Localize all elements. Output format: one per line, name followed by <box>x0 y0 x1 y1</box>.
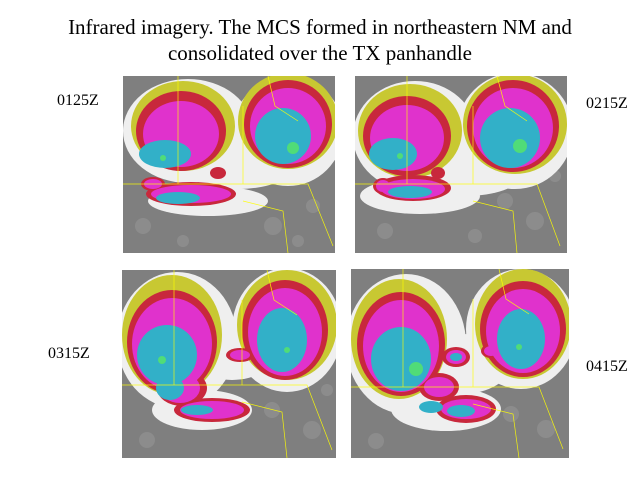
satellite-image-0315z <box>122 270 336 458</box>
satellite-image-0215z <box>355 76 567 253</box>
satellite-image-0125z <box>123 76 335 253</box>
time-label-0215z: 0215Z <box>586 95 628 112</box>
time-label-0415z: 0415Z <box>586 358 628 375</box>
slide-title: Infrared imagery. The MCS formed in nort… <box>0 14 640 66</box>
title-line-2: consolidated over the TX panhandle <box>167 41 473 65</box>
time-label-0125z: 0125Z <box>57 92 99 109</box>
time-label-0315z: 0315Z <box>48 345 90 362</box>
satellite-image-0415z <box>351 269 569 458</box>
title-line-1: Infrared imagery. The MCS formed in nort… <box>68 15 572 39</box>
